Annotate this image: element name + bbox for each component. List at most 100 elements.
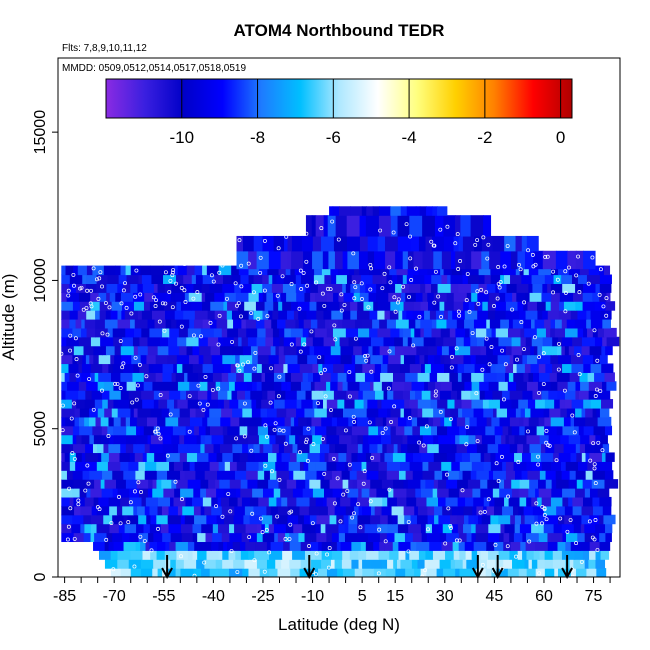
heatmap-cell xyxy=(447,470,460,480)
heatmap-cell xyxy=(81,434,90,445)
heatmap-cell xyxy=(547,532,553,543)
colorbar-tick-label: -10 xyxy=(169,128,194,147)
heatmap-cell xyxy=(206,514,218,525)
heatmap-cell xyxy=(589,434,596,445)
heatmap-cell xyxy=(262,488,275,498)
heatmap-cell xyxy=(333,390,339,400)
colorbar-ticks: -10 -8 -6 -4 -2 0 xyxy=(169,79,565,147)
heatmap-cell xyxy=(495,452,503,462)
heatmap-cell xyxy=(229,399,239,409)
heatmap-cell xyxy=(182,461,191,471)
heatmap-cell xyxy=(235,354,241,365)
heatmap-cell xyxy=(444,354,451,365)
heatmap-cell xyxy=(369,381,375,391)
observation-point xyxy=(91,407,96,412)
heatmap-cell xyxy=(324,354,337,365)
observation-point xyxy=(489,345,494,349)
heatmap-cell xyxy=(567,381,577,391)
heatmap-cell xyxy=(86,488,92,498)
heatmap-cell xyxy=(108,541,115,551)
heatmap-cell xyxy=(283,336,297,347)
heatmap-cell xyxy=(527,301,538,311)
heatmap-cell xyxy=(562,425,575,436)
heatmap-cell xyxy=(124,523,137,534)
heatmap-cell xyxy=(544,318,552,329)
heatmap-cell xyxy=(569,372,581,382)
observation-point xyxy=(196,383,201,388)
heatmap-cell xyxy=(530,345,535,356)
heatmap-cell xyxy=(508,496,521,507)
observation-point xyxy=(565,529,570,534)
heatmap-cell xyxy=(519,416,525,427)
heatmap-cell xyxy=(476,470,490,480)
heatmap-cell xyxy=(296,407,306,418)
heatmap-cell xyxy=(389,310,400,320)
colorbar-tick-label: -6 xyxy=(326,128,341,147)
observation-point xyxy=(376,571,381,576)
heatmap-cell xyxy=(545,443,555,454)
heatmap-cell xyxy=(478,301,483,311)
heatmap-cell xyxy=(551,345,558,356)
heatmap-cell xyxy=(211,541,220,551)
heatmap-cell xyxy=(204,407,210,418)
heatmap-cell xyxy=(310,283,319,293)
heatmap-cell xyxy=(161,505,170,516)
heatmap-cell xyxy=(201,568,211,577)
observation-point xyxy=(360,297,364,301)
heatmap-cell xyxy=(114,345,122,356)
heatmap-cell xyxy=(159,390,170,400)
observation-point xyxy=(306,426,311,431)
heatmap-cell xyxy=(511,336,522,347)
heatmap-cell xyxy=(594,301,606,311)
observation-point xyxy=(264,230,269,235)
heatmap-cell xyxy=(178,327,189,338)
heatmap-cell xyxy=(580,523,585,534)
heatmap-cell xyxy=(292,443,299,454)
observation-point xyxy=(208,320,213,325)
heatmap-cell xyxy=(427,292,435,302)
heatmap-cell xyxy=(303,250,313,270)
heatmap-cell xyxy=(473,407,484,418)
heatmap-cell xyxy=(284,416,292,427)
heatmap-cell xyxy=(474,301,479,311)
heatmap-cell xyxy=(596,568,607,577)
heatmap-cell xyxy=(338,523,346,534)
observation-point xyxy=(449,365,454,370)
heatmap-cell xyxy=(256,336,266,347)
observation-point xyxy=(551,290,556,295)
heatmap-cell xyxy=(354,265,360,276)
heatmap-cell xyxy=(434,505,443,516)
heatmap-cell xyxy=(538,363,546,373)
heatmap-cell xyxy=(61,416,66,427)
heatmap-cell xyxy=(557,390,566,400)
heatmap-cell xyxy=(200,434,206,445)
heatmap-cell xyxy=(604,372,615,382)
heatmap-cell xyxy=(308,505,320,516)
heatmap-cell xyxy=(486,283,496,293)
heatmap-cell xyxy=(203,354,213,365)
observation-point xyxy=(68,506,73,511)
heatmap-cell xyxy=(247,443,255,454)
heatmap-cell xyxy=(261,381,275,391)
observation-point xyxy=(86,481,91,486)
heatmap-cell xyxy=(115,292,122,302)
heatmap-cell xyxy=(496,407,508,418)
heatmap-cell xyxy=(113,434,127,445)
heatmap-cell xyxy=(156,470,168,480)
heatmap-cell xyxy=(525,310,539,320)
heatmap-cell xyxy=(571,274,579,284)
heatmap-cell xyxy=(202,416,208,427)
observation-point xyxy=(380,286,385,291)
heatmap-cell xyxy=(488,523,502,534)
heatmap-cell xyxy=(509,532,515,543)
heatmap-cell xyxy=(562,496,569,507)
heatmap-cell xyxy=(514,452,523,462)
heatmap-cell xyxy=(89,434,95,445)
heatmap-cell xyxy=(471,381,480,391)
heatmap-cell xyxy=(212,532,223,543)
heatmap-cell xyxy=(204,470,218,480)
heatmap-cell xyxy=(326,532,333,543)
heatmap-cell xyxy=(86,283,97,293)
observation-point xyxy=(76,498,81,503)
observation-point xyxy=(566,246,571,251)
